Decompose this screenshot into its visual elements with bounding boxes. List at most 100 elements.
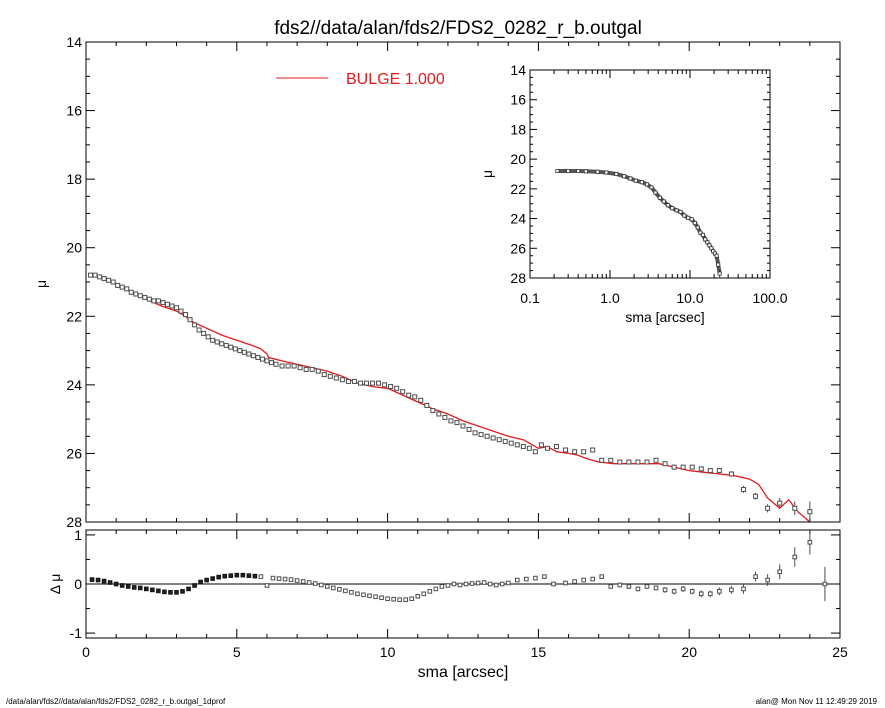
data-point xyxy=(92,272,98,278)
data-point xyxy=(496,437,502,443)
residual-point xyxy=(174,590,179,595)
residual-point xyxy=(150,587,155,593)
inset-point xyxy=(649,185,654,190)
data-point xyxy=(237,348,243,354)
residual-point xyxy=(433,586,439,592)
data-points xyxy=(88,272,813,522)
chart-title: fds2//data/alan/fds2/FDS2_0282_r_b.outga… xyxy=(274,18,642,39)
data-point xyxy=(388,384,394,390)
data-point xyxy=(327,373,333,379)
data-point xyxy=(183,312,189,318)
residual-point xyxy=(228,573,234,578)
data-point xyxy=(478,432,484,438)
residual-ylabel: Δ μ xyxy=(47,574,63,595)
residual-point xyxy=(409,596,415,602)
residual-point xyxy=(131,585,137,590)
residual-point xyxy=(349,590,354,595)
residual-point xyxy=(599,574,605,579)
data-point xyxy=(124,286,130,292)
data-point xyxy=(259,356,265,362)
data-point xyxy=(454,420,460,426)
data-point xyxy=(707,468,713,474)
data-point xyxy=(370,380,376,386)
data-point xyxy=(484,433,490,439)
inset-panel: 14 16 18 20 22 24 26 28 0.1 1.0 10.0 100.0 μ sma [a… xyxy=(479,62,788,325)
data-point xyxy=(424,402,430,408)
data-point xyxy=(448,418,454,424)
x-tick-label: 5 xyxy=(233,644,241,660)
residual-point xyxy=(343,588,348,594)
inset-point xyxy=(716,262,721,267)
residual-point xyxy=(180,589,185,594)
data-point xyxy=(466,426,472,432)
residual-point xyxy=(210,576,215,581)
data-point xyxy=(490,435,496,441)
inset-point xyxy=(678,209,683,214)
data-point xyxy=(538,442,544,448)
residual-point xyxy=(324,584,330,589)
residual-point xyxy=(403,597,408,603)
data-point xyxy=(128,289,134,295)
residual-point xyxy=(822,581,828,587)
footer-timestamp: alan@ Mon Nov 11 12:49:29 2019 xyxy=(755,697,877,706)
data-point xyxy=(698,466,704,472)
data-point xyxy=(97,274,103,280)
inset-point xyxy=(595,169,600,174)
residual-point xyxy=(397,597,402,603)
residual-point xyxy=(216,574,222,580)
residual-point xyxy=(234,572,240,578)
data-point xyxy=(142,294,148,300)
data-point xyxy=(563,447,569,453)
residual-point xyxy=(367,593,372,599)
residual-point xyxy=(457,582,463,588)
data-point xyxy=(544,445,550,451)
main-y-tick-label: 14 xyxy=(66,34,82,50)
data-point xyxy=(765,505,771,511)
data-point xyxy=(333,375,339,381)
inset-point xyxy=(695,225,700,230)
inset-point xyxy=(682,213,687,218)
data-point xyxy=(223,342,229,348)
data-point xyxy=(309,366,315,372)
main-y-tick-label: 28 xyxy=(66,514,82,530)
inset-point xyxy=(614,171,619,176)
residual-point xyxy=(198,579,203,585)
inset-point xyxy=(633,178,638,183)
residual-point xyxy=(294,578,300,583)
data-point xyxy=(442,414,448,420)
data-point xyxy=(339,377,345,383)
residual-y-tick-label: -1 xyxy=(70,625,83,641)
data-point xyxy=(196,327,202,333)
inset-point xyxy=(705,240,710,245)
inset-point xyxy=(622,174,627,179)
residual-point xyxy=(439,584,445,589)
residual-point xyxy=(168,590,173,595)
data-point xyxy=(137,293,143,299)
residual-point xyxy=(626,584,632,589)
residual-point xyxy=(222,573,228,579)
data-point xyxy=(553,444,559,450)
residual-point xyxy=(671,589,677,594)
residual-point xyxy=(445,583,451,588)
data-point xyxy=(671,464,677,470)
main-y-tick-label: 16 xyxy=(66,103,82,119)
data-point xyxy=(716,468,722,474)
residual-point xyxy=(162,589,167,595)
residual-point xyxy=(487,581,493,587)
residual-point xyxy=(590,576,595,582)
inset-plot-frame xyxy=(529,69,771,279)
data-point xyxy=(106,277,112,283)
residual-point xyxy=(680,586,686,592)
data-point xyxy=(246,351,252,357)
data-point xyxy=(436,411,442,417)
inset-y-tick-label: 28 xyxy=(510,270,526,286)
data-point xyxy=(418,397,424,403)
residual-point xyxy=(318,582,324,588)
residual-point xyxy=(204,577,209,583)
residual-point xyxy=(264,583,270,588)
residual-point xyxy=(89,577,95,582)
residual-point xyxy=(765,577,770,583)
inset-y-tick-label: 16 xyxy=(510,92,526,108)
residual-point xyxy=(337,587,342,592)
